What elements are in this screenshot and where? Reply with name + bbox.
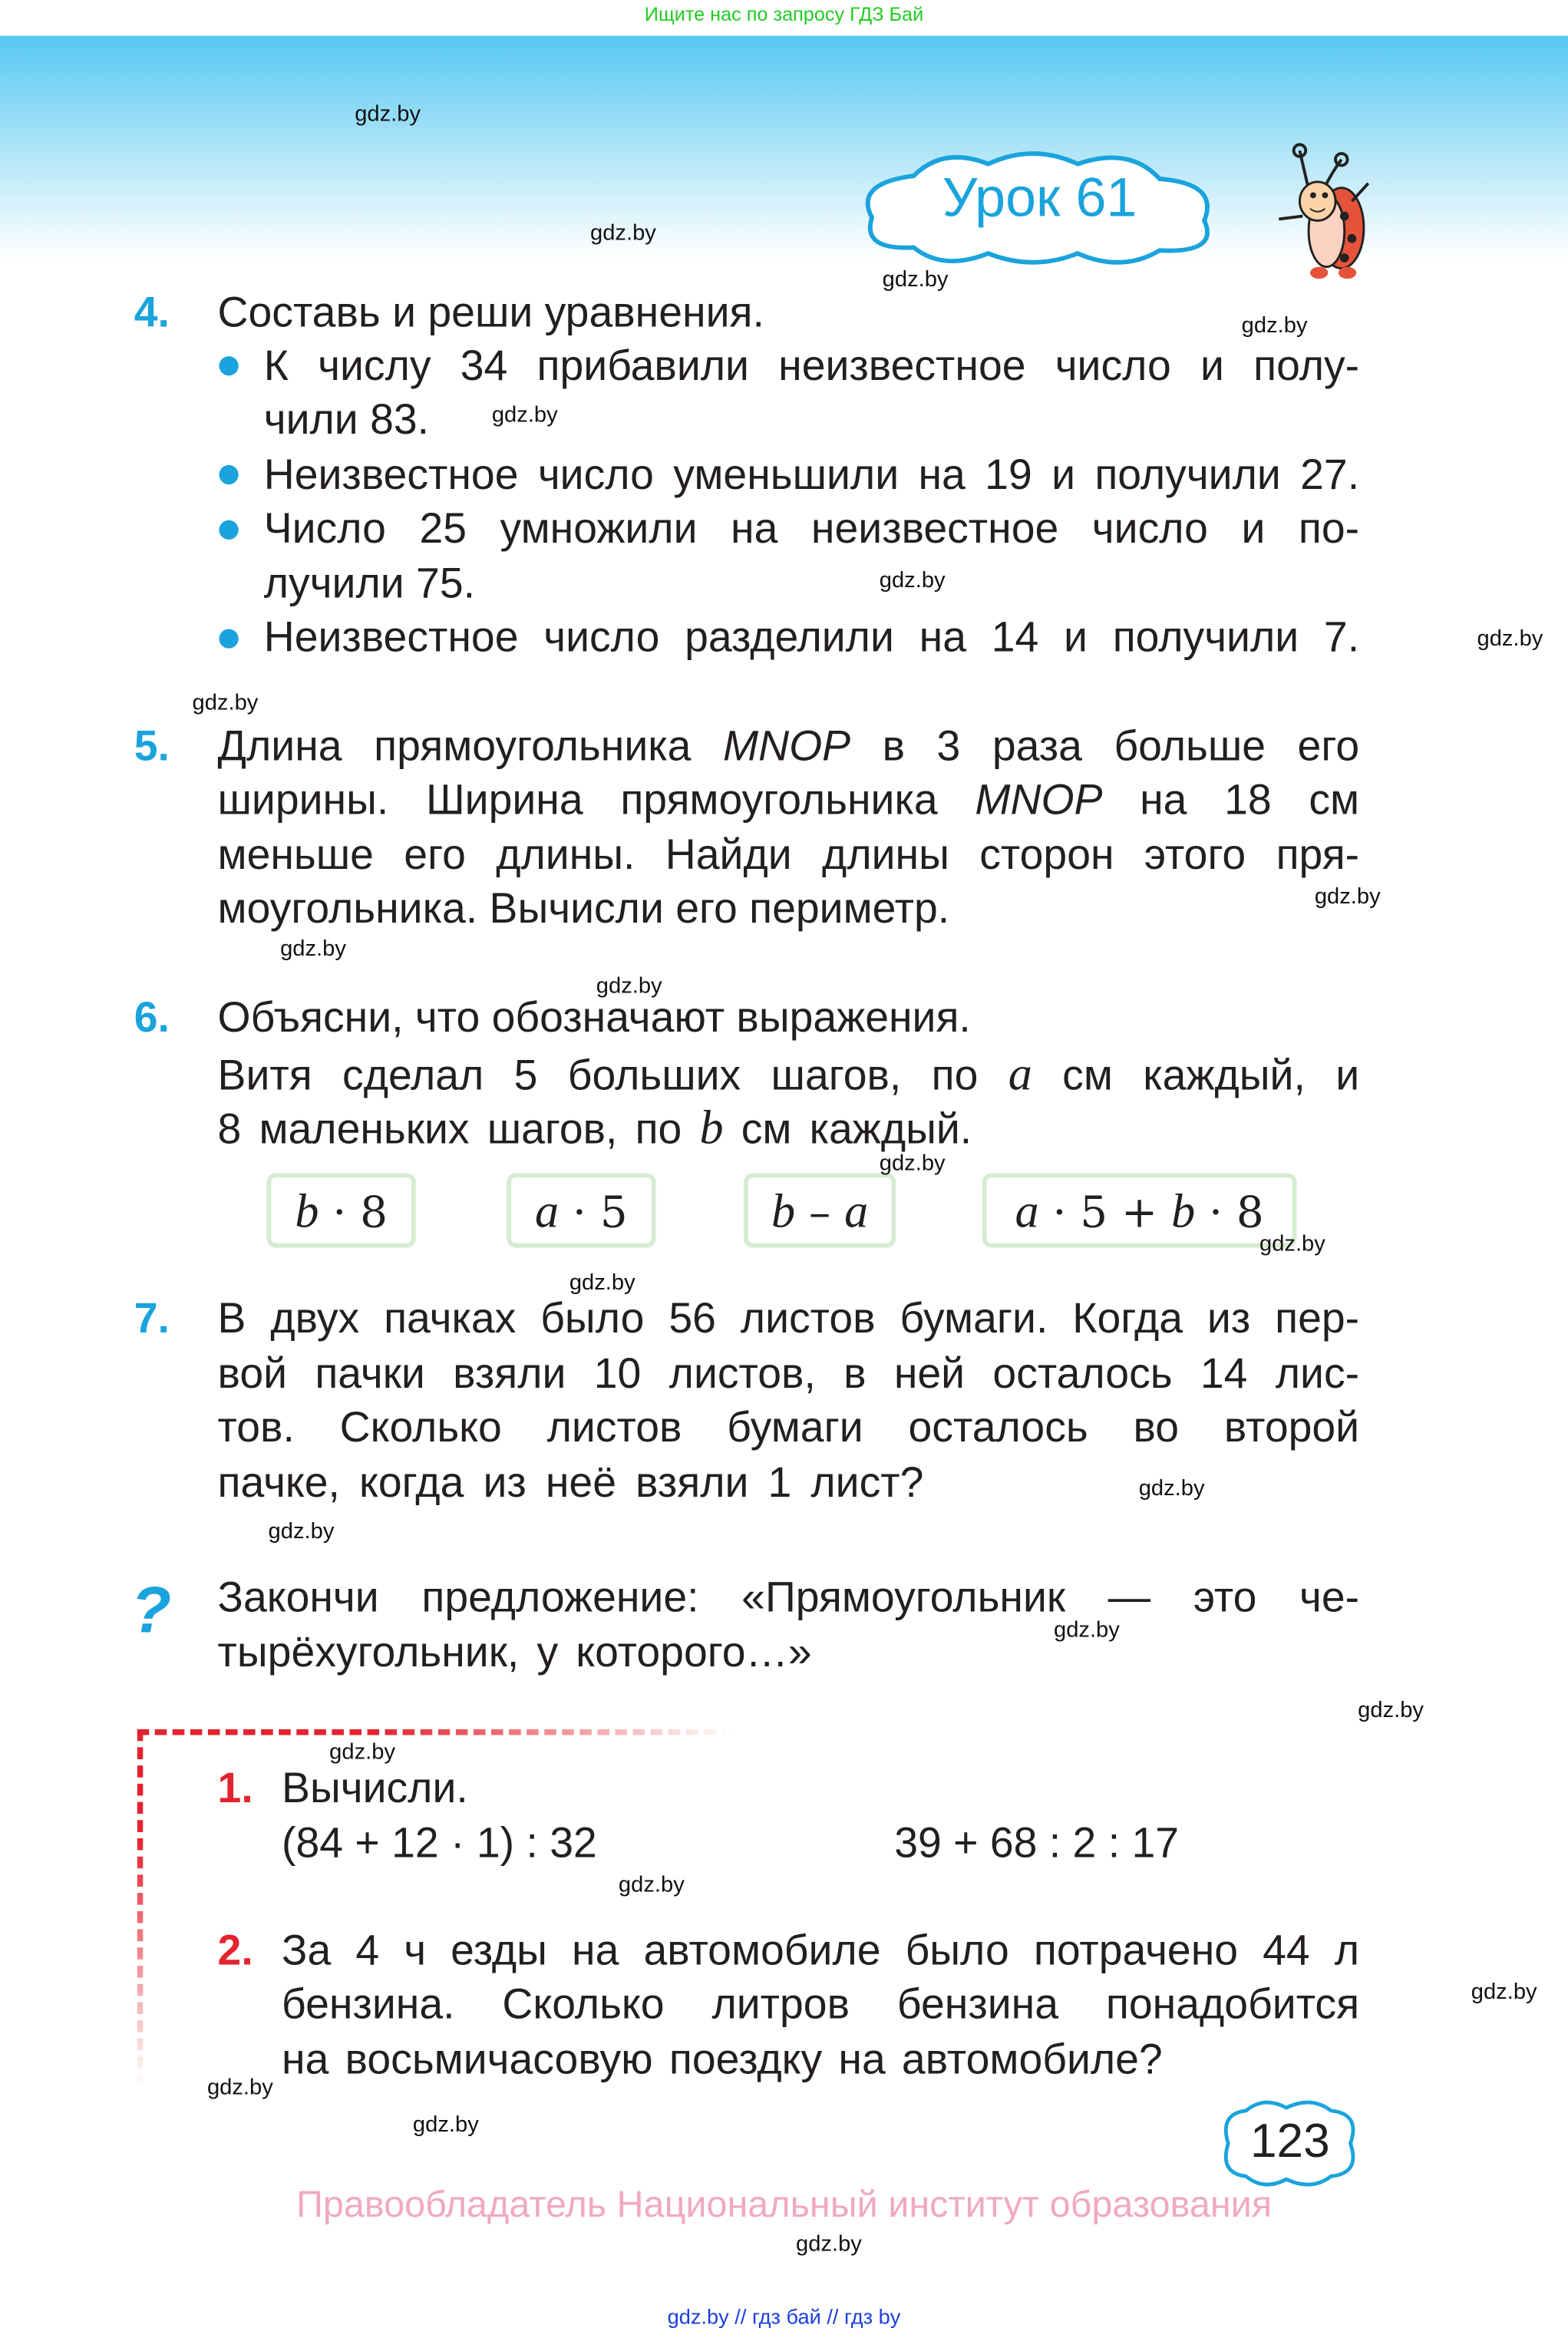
- question-mark-icon: ?: [130, 1574, 172, 1647]
- review-1-expression-2: 39 + 68 : 2 : 17: [894, 1820, 1180, 1868]
- bullet-icon: [219, 356, 239, 376]
- task-6-line: 8 маленьких шагов, по b см каждый.: [217, 1100, 972, 1154]
- task-7-line: вой пачки взяли 10 листов, в ней осталос…: [217, 1350, 1360, 1399]
- watermark: gdz.by: [1241, 312, 1308, 338]
- task-4-bullet-1-line-2: чили 83.: [263, 396, 430, 444]
- task-4-bullet-4: Неизвестное число разделили на 14 и полу…: [263, 614, 1360, 662]
- watermark: gdz.by: [882, 266, 949, 292]
- expression-card: b · 8: [266, 1173, 416, 1248]
- review-border-top: [137, 1729, 734, 1735]
- bullet-icon: [219, 464, 239, 485]
- ladybug-icon: [1278, 143, 1370, 279]
- watermark: gdz.by: [1053, 1617, 1120, 1643]
- review-2-line: За 4 ч езды на автомобиле было потрачено…: [282, 1927, 1360, 1976]
- task-6-line: Витя сделал 5 больших шагов, по a см каж…: [217, 1046, 1360, 1101]
- task-4-bullet-2: Неизвестное число уменьшили на 19 и полу…: [263, 451, 1360, 500]
- review-2-line: бензина. Сколько литров бензина понадоби…: [282, 1980, 1360, 2029]
- page-number: 123: [1249, 2113, 1330, 2168]
- watermark: gdz.by: [1477, 626, 1543, 652]
- watermark: gdz.by: [618, 1872, 685, 1898]
- task-6-line: Объясни, что обозначают выражения.: [217, 994, 971, 1042]
- review-2-number: 2.: [217, 1927, 253, 1976]
- watermark: gdz.by: [796, 2231, 862, 2257]
- task-7-line: тов. Сколько листов бумаги осталось во в…: [217, 1404, 1360, 1452]
- watermark: gdz.by: [569, 1270, 635, 1296]
- watermark: gdz.by: [355, 101, 421, 127]
- watermark: gdz.by: [412, 2112, 479, 2138]
- task-4-title: Составь и реши уравнения.: [217, 289, 764, 337]
- watermark: gdz.by: [596, 973, 662, 999]
- watermark: gdz.by: [1358, 1697, 1424, 1723]
- task-6-number: 6.: [134, 994, 170, 1042]
- watermark: gdz.by: [192, 690, 259, 716]
- watermark: gdz.by: [268, 1518, 335, 1544]
- page-number-cloud-icon: [1223, 2100, 1355, 2187]
- footer-links[interactable]: gdz.by // гдз бай // гдз by: [667, 2304, 901, 2329]
- question-line: Закончи предложение: «Прямоугольник — эт…: [217, 1574, 1360, 1622]
- watermark: gdz.by: [491, 402, 558, 428]
- watermark: gdz.by: [329, 1739, 396, 1765]
- task-4-bullet-3-line-1: Число 25 умножили на неизвестное число и…: [263, 505, 1360, 553]
- task-7-line: В двух пачках было 56 листов бумаги. Ког…: [217, 1295, 1360, 1343]
- task-4-bullet-3-line-2: лучили 75.: [263, 560, 476, 609]
- lesson-title: Урок 61: [942, 167, 1137, 229]
- watermark: gdz.by: [1138, 1475, 1205, 1501]
- task-7-line: пачке, когда из неё взяли 1 лист?: [217, 1459, 924, 1507]
- cloud-icon: [865, 151, 1210, 265]
- watermark: gdz.by: [280, 936, 346, 962]
- expression-card: a · 5: [507, 1173, 656, 1248]
- top-note: Ищите нас по запросу ГДЗ Бай: [644, 2, 924, 26]
- task-4-number: 4.: [134, 289, 170, 337]
- review-border-left: [137, 1729, 144, 2087]
- watermark: gdz.by: [1259, 1231, 1325, 1257]
- bullet-icon: [219, 629, 239, 649]
- review-1-title: Вычисли.: [282, 1765, 468, 1813]
- review-1-number: 1.: [217, 1765, 253, 1813]
- task-5-line: моугольника. Вычисли его периметр.: [217, 885, 950, 933]
- watermark: gdz.by: [879, 1151, 946, 1177]
- watermark: gdz.by: [206, 2075, 273, 2101]
- task-5-line: Длина прямоугольника MNOP в 3 раза больш…: [217, 722, 1360, 771]
- watermark: gdz.by: [1471, 1979, 1537, 2005]
- task-4-bullet-1-line-1: К числу 34 прибавили неизвестное число и…: [263, 342, 1360, 391]
- expression-card: b – a: [744, 1173, 896, 1248]
- task-5-number: 5.: [134, 722, 170, 771]
- bullet-icon: [219, 520, 239, 540]
- review-2-line: на восьмичасовую поездку на автомобиле?: [282, 2036, 1163, 2084]
- copyright: Правообладатель Национальный институт об…: [295, 2184, 1273, 2226]
- watermark: gdz.by: [879, 567, 946, 593]
- watermark: gdz.by: [590, 220, 656, 246]
- task-5-line: меньше его длины. Найди длины сторон это…: [217, 831, 1360, 880]
- header-sky-banner: [0, 35, 1568, 259]
- task-7-number: 7.: [134, 1295, 170, 1343]
- task-5-line: ширины. Ширина прямоугольника MNOP на 18…: [217, 776, 1360, 824]
- review-1-expression-1: (84 + 12 · 1) : 32: [282, 1820, 597, 1868]
- watermark: gdz.by: [1314, 883, 1381, 910]
- expression-card: a · 5 + b · 8: [982, 1173, 1297, 1248]
- question-line: тырёхугольник, у которого…»: [217, 1629, 812, 1677]
